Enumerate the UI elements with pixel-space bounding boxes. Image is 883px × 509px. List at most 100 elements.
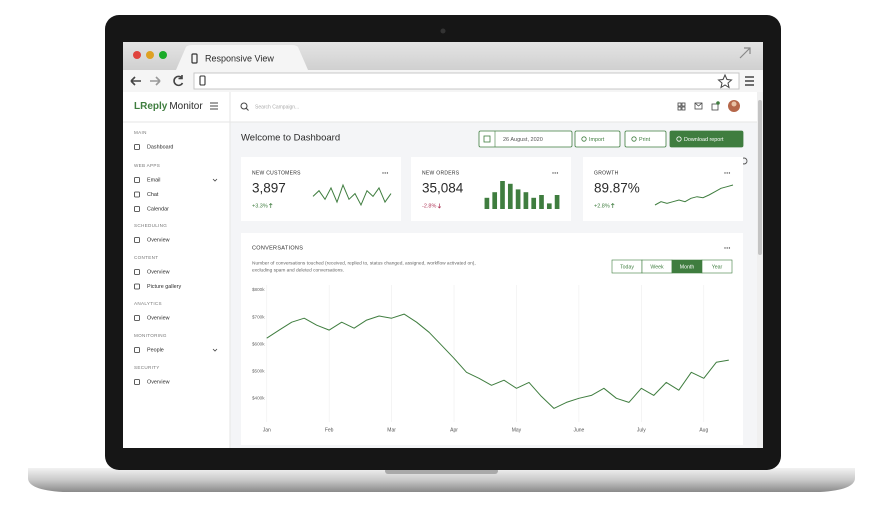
range-label: Today (620, 264, 634, 270)
browser-menu[interactable] (745, 76, 754, 86)
range-label: Week (650, 264, 664, 270)
sidebar-icon (134, 379, 140, 385)
apps-icon-part (681, 102, 686, 107)
page-title: Welcome to Dashboard (241, 133, 340, 144)
sidebar-icon (134, 347, 140, 353)
sidebar-icon (134, 283, 140, 290)
card-change: +3.3% (252, 203, 268, 209)
x-tick-label: Mar (387, 427, 396, 433)
sidebar-heading: SCHEDULING (134, 223, 167, 228)
card-label: NEW ORDERS (422, 170, 460, 176)
y-tick-label: $700k (252, 314, 265, 319)
chart-subtitle: Number of conversations touched (receive… (252, 260, 476, 266)
x-tick-label: Aug (699, 427, 708, 433)
sidebar-item[interactable]: Email (147, 177, 160, 183)
apps-icon-part (677, 106, 682, 111)
more-dot (728, 247, 731, 249)
card-change: +2.8% (594, 203, 610, 209)
forward-button[interactable] (150, 76, 161, 86)
sidebar-item[interactable]: Picture gallery (147, 284, 181, 290)
minimize-button[interactable] (146, 51, 154, 59)
spark-bar (554, 195, 560, 209)
expand-chevron[interactable] (212, 348, 218, 352)
sidebar-item[interactable]: Overview (147, 379, 170, 385)
trend-arrow (437, 203, 442, 209)
button-label: Import (589, 137, 605, 143)
more-dot (556, 172, 559, 174)
card-change: -2.8% (422, 203, 436, 209)
tab-icon (191, 53, 198, 64)
sidebar-item[interactable]: Overview (147, 237, 170, 243)
apps-icon[interactable] (677, 102, 682, 107)
sidebar-icon (134, 237, 140, 243)
chart-subtitle: excluding spam and deleted conversations… (252, 267, 344, 273)
sidebar-item[interactable]: Dashboard (147, 144, 173, 150)
notification-icon[interactable] (711, 103, 719, 111)
range-button[interactable] (701, 259, 733, 274)
sidebar-heading: MONITORING (134, 333, 167, 338)
sparkline (654, 184, 734, 206)
maximize-button[interactable] (159, 51, 167, 59)
mail-icon-flap (694, 102, 703, 107)
back-button[interactable] (130, 76, 141, 86)
action-buttons: Import Print Download report (574, 130, 744, 148)
line-series (266, 313, 729, 409)
spark-bar (523, 192, 529, 209)
more-dot (726, 247, 728, 249)
calendar-icon (483, 135, 491, 143)
x-tick-label: July (637, 427, 646, 433)
camera (440, 28, 446, 34)
scrollbar-thumb[interactable] (758, 100, 762, 255)
bookmark-icon[interactable] (717, 73, 733, 89)
x-tick-label: May (512, 427, 522, 433)
sidebar-toggle[interactable] (210, 102, 218, 110)
more-dot (382, 172, 384, 174)
trend-arrow (269, 203, 273, 208)
action-button[interactable] (624, 130, 667, 148)
more-dot (726, 172, 728, 174)
more-dot (724, 247, 726, 249)
sidebar-heading: WEB APPS (134, 163, 160, 168)
stat-cards: NEW CUSTOMERS 3,897 +3.3% NEW ORDERS 35,084 -… (241, 157, 743, 221)
avatar-face (731, 101, 737, 107)
stat-card (241, 157, 401, 221)
spark-bar (507, 183, 513, 209)
action-button[interactable] (574, 130, 621, 148)
sidebar-icon (134, 269, 140, 275)
laptop-base (28, 468, 855, 492)
address-input[interactable] (193, 72, 740, 90)
button-label: Download report (684, 137, 724, 143)
sidebar-item[interactable]: Calendar (147, 206, 169, 212)
close-button[interactable] (133, 51, 141, 59)
more-dot (386, 172, 389, 174)
spark-bar (546, 203, 552, 209)
more-dot (728, 172, 731, 174)
tab-title: Responsive View (205, 53, 274, 63)
expand-chevron[interactable] (212, 178, 218, 182)
more-dot (554, 172, 556, 174)
chart-title: CONVERSATIONS (252, 245, 303, 251)
sidebar-icon (134, 177, 140, 183)
browser-tab[interactable] (176, 45, 308, 70)
mail-icon[interactable] (694, 102, 703, 110)
date-picker[interactable] (478, 130, 573, 148)
sidebar-icon (134, 315, 140, 321)
sidebar-icon (134, 191, 140, 198)
search-input[interactable]: Search Campaign... (255, 104, 299, 110)
fullscreen-icon[interactable] (739, 47, 751, 59)
brand: LReply Monitor (134, 101, 203, 112)
scrollbar[interactable] (757, 92, 763, 448)
sidebar-item[interactable]: Chat (147, 192, 159, 198)
sidebar-item[interactable]: Overview (147, 315, 170, 321)
reload-button[interactable] (173, 75, 184, 87)
action-button[interactable] (669, 130, 744, 148)
sidebar-item[interactable]: Overview (147, 269, 170, 275)
x-tick-label: June (573, 427, 584, 433)
apps-icon-part (681, 106, 686, 111)
sidebar-item[interactable]: People (147, 347, 164, 353)
date-text: 26 August, 2020 (503, 137, 543, 143)
sidebar-heading: CONTENT (134, 255, 158, 260)
search-icon-handle (245, 107, 249, 111)
more-dot (384, 172, 386, 174)
